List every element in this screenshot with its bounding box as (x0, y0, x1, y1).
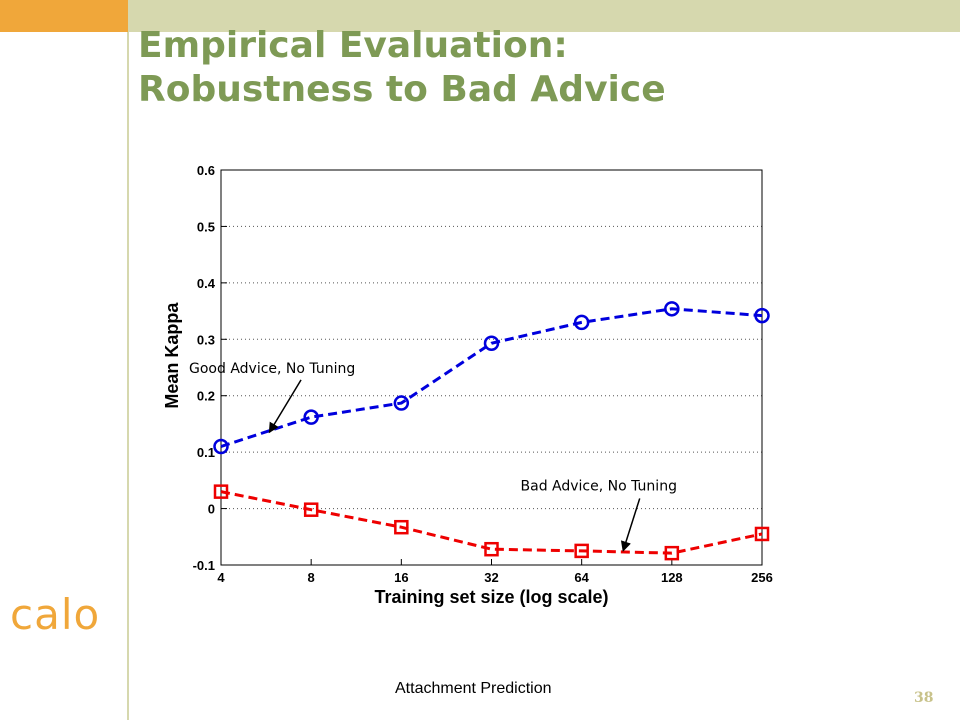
data-point (754, 526, 770, 542)
data-point (484, 541, 499, 557)
annotation-arrow (620, 498, 641, 552)
y-tick-label: 0.5 (197, 219, 215, 234)
y-tick-label: 0.1 (197, 445, 215, 460)
slide-title: Empirical Evaluation: Robustness to Bad … (138, 24, 666, 112)
x-tick-label: 8 (308, 570, 315, 585)
annotation-bad-advice: Bad Advice, No Tuning (521, 479, 677, 495)
slide-number: 38 (914, 690, 934, 706)
series (213, 301, 770, 561)
series-line (220, 490, 763, 555)
chart: 0.6 0.5 0.4 0.3 0.2 0.1 0 -0.1 4 8 16 32 64 128 256 G… (162, 163, 773, 607)
corner-accent-block (0, 0, 128, 32)
data-point (573, 314, 590, 331)
x-axis-label: Training set size (log scale) (374, 587, 608, 607)
annotation-good-advice: Good Advice, No Tuning (189, 361, 355, 377)
y-tick-label: 0.3 (197, 332, 215, 347)
slide-title-line1: Empirical Evaluation: (138, 25, 568, 66)
annotations: Good Advice, No Tuning Bad Advice, No Tun… (189, 361, 677, 552)
y-tick-label: 0 (208, 502, 215, 517)
data-point (213, 484, 229, 499)
x-tick-label: 64 (574, 570, 589, 585)
data-point (574, 543, 589, 559)
data-point (664, 301, 680, 317)
series-2 (213, 484, 770, 561)
calo-logo: calo (10, 590, 101, 639)
x-tick-label: 128 (661, 570, 683, 585)
slide-title-line2: Robustness to Bad Advice (138, 69, 666, 110)
data-point (393, 395, 410, 411)
data-point (483, 335, 500, 351)
data-point (664, 545, 680, 561)
series-line (220, 307, 763, 448)
x-tick-label: 256 (751, 570, 773, 585)
x-tick-label: 32 (484, 570, 498, 585)
data-point (754, 307, 770, 324)
x-tick-label: 4 (217, 570, 225, 585)
data-point (394, 519, 409, 535)
y-axis-ticks: 0.6 0.5 0.4 0.3 0.2 0.1 0 -0.1 (193, 163, 227, 573)
y-tick-label: 0.6 (197, 163, 215, 178)
data-point (303, 502, 319, 517)
x-tick-label: 16 (394, 570, 408, 585)
data-point (213, 438, 229, 455)
y-tick-label: 0.4 (197, 276, 216, 291)
x-axis-ticks: 4 8 16 32 64 128 256 (217, 559, 773, 585)
series-1 (213, 301, 770, 455)
annotation-arrow (268, 379, 302, 434)
y-axis-label: Mean Kappa (162, 302, 182, 409)
left-divider (127, 32, 129, 720)
header-band (128, 0, 960, 32)
data-point (303, 409, 319, 425)
y-tick-label: -0.1 (193, 558, 215, 573)
chart-caption: Attachment Prediction (395, 680, 552, 697)
y-tick-label: 0.2 (197, 389, 215, 404)
